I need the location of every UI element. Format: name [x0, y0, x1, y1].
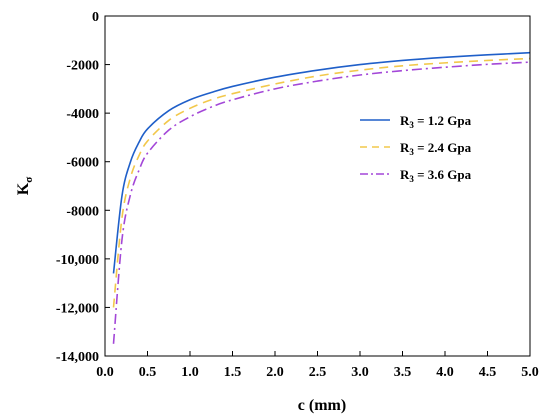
plot-frame: [104, 15, 531, 357]
x-tick-label: 4.0: [436, 365, 454, 380]
y-tick-label: -8000: [66, 204, 99, 219]
x-tick-label: 5.0: [521, 365, 539, 380]
y-axis-title-subscript: σ: [23, 177, 35, 183]
x-tick-label: 0.5: [139, 365, 157, 380]
series-line-2: [112, 57, 531, 308]
x-axis-title: c (mm): [298, 397, 346, 414]
y-tick-label: -6000: [66, 156, 99, 171]
y-tick-label: 0: [92, 10, 99, 25]
x-tick-label: 3.5: [394, 365, 412, 380]
y-tick-label: -10,000: [56, 253, 99, 268]
y-axis-ticks: 0 -2000 -4000 -6000 -8000 -10,000 -12,000 -14,0…: [56, 10, 110, 365]
y-tick-label: -2000: [66, 59, 99, 74]
x-tick-label: 2.0: [266, 365, 284, 380]
x-tick-label: 3.0: [351, 365, 369, 380]
y-tick-label: -14,000: [56, 350, 99, 365]
x-tick-label: 4.5: [479, 365, 497, 380]
series-line-3: [112, 61, 531, 344]
x-axis-ticks: 0.0 0.5 1.0 1.5 2.0 2.5 3.0 3.5 4.0 4.5 5.0: [96, 351, 539, 380]
series-layer: [112, 51, 531, 344]
x-tick-label: 2.5: [309, 365, 327, 380]
x-tick-label: 1.0: [181, 365, 199, 380]
y-axis-title-main: K: [15, 182, 32, 195]
legend: R3 = 1.2 Gpa R3 = 2.4 Gpa R3 = 3.6 Gpa: [360, 113, 472, 184]
y-tick-label: -12,000: [56, 301, 99, 316]
legend-label-3: R3 = 3.6 Gpa: [400, 167, 472, 184]
y-tick-label: -4000: [66, 107, 99, 122]
legend-label-2: R3 = 2.4 Gpa: [400, 140, 472, 157]
legend-label-1: R3 = 1.2 Gpa: [400, 113, 472, 130]
x-tick-label: 1.5: [224, 365, 242, 380]
series-line-1: [112, 51, 531, 274]
x-tick-label: 0.0: [96, 365, 114, 380]
y-axis-title: Kσ: [15, 177, 35, 195]
